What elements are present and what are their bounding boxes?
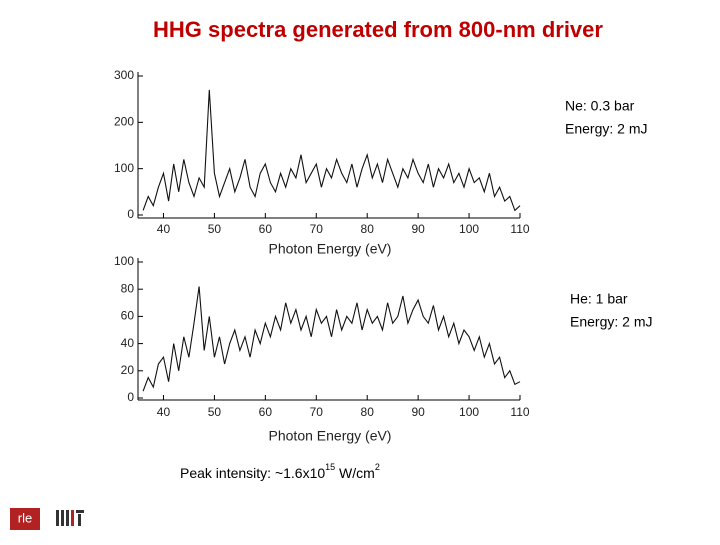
footnote-text: Peak intensity: ~1.6x10	[180, 465, 325, 481]
mit-logo	[56, 510, 84, 526]
y-tick-label: 80	[121, 281, 135, 295]
y-tick-label: 0	[127, 207, 134, 221]
x-tick-label: 80	[361, 222, 375, 236]
logo-box	[10, 508, 40, 530]
slide-title: HHG spectra generated from 800-nm driver	[153, 17, 603, 42]
y-tick-label: 20	[121, 363, 135, 377]
x-tick-label: 50	[208, 222, 222, 236]
x-tick-label: 40	[157, 222, 171, 236]
y-tick-label: 0	[127, 390, 134, 404]
x-axis-label: Photon Energy (eV)	[269, 428, 392, 444]
note: Energy: 2 mJ	[570, 314, 652, 330]
x-tick-label: 80	[361, 405, 375, 419]
x-tick-label: 50	[208, 405, 222, 419]
spectrum-line	[142, 89, 521, 212]
y-tick-label: 200	[114, 115, 134, 129]
x-tick-label: 70	[310, 405, 324, 419]
x-tick-label: 110	[510, 222, 529, 236]
y-tick-label: 100	[114, 161, 134, 175]
x-tick-label: 90	[411, 405, 425, 419]
y-tick-label: 300	[114, 68, 134, 82]
x-tick-label: 40	[157, 405, 171, 419]
x-tick-label: 90	[411, 222, 425, 236]
x-tick-label: 70	[310, 222, 324, 236]
x-tick-label: 110	[510, 405, 529, 419]
x-tick-label: 60	[259, 405, 273, 419]
footnote-unit: W/cm	[335, 465, 375, 481]
y-tick-label: 60	[121, 309, 135, 323]
footnote-exp: 2	[375, 462, 380, 472]
y-tick-label: 100	[114, 254, 134, 268]
y-tick-label: 40	[121, 336, 135, 350]
x-axis-label: Photon Energy (eV)	[269, 241, 392, 257]
x-tick-label: 60	[259, 222, 273, 236]
spectrum-line	[142, 286, 521, 392]
note: Ne: 0.3 bar	[565, 98, 635, 114]
x-tick-label: 100	[459, 405, 479, 419]
logo-text: rle	[18, 510, 32, 525]
note: Energy: 2 mJ	[565, 121, 647, 137]
footnote: Peak intensity: ~1.6x1015 W/cm2	[180, 462, 380, 480]
x-tick-label: 100	[459, 222, 479, 236]
note: He: 1 bar	[570, 291, 628, 307]
footnote-exp: 15	[325, 462, 335, 472]
